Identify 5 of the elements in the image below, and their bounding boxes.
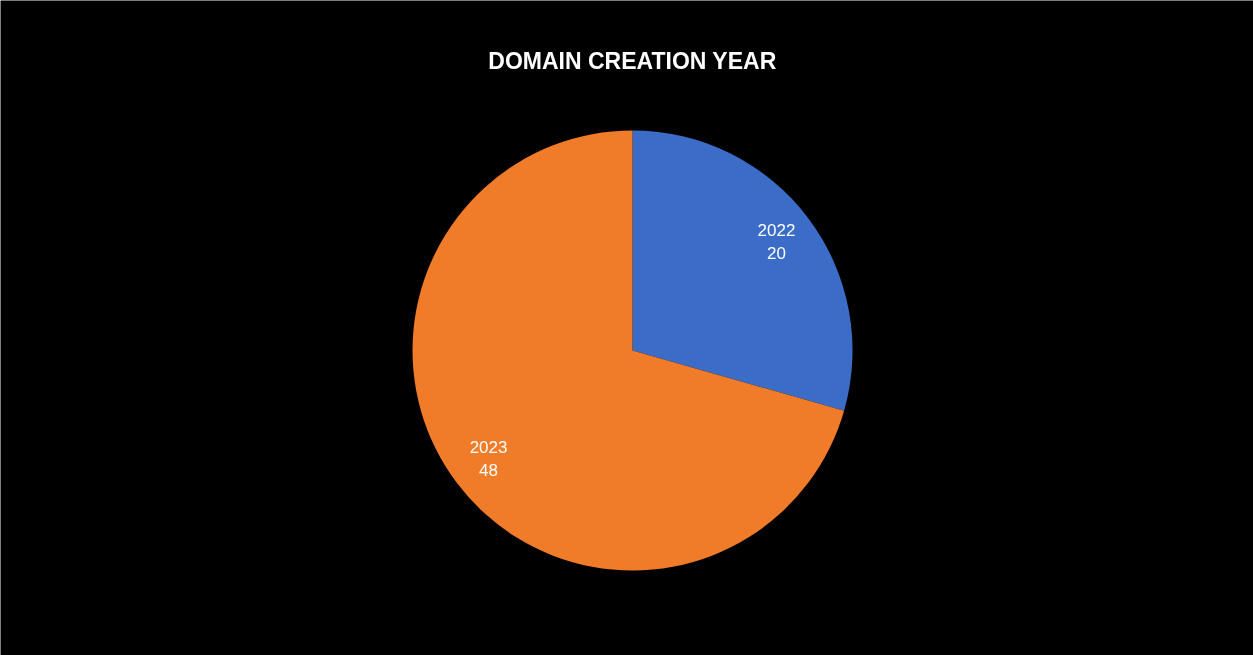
data-label: 20 xyxy=(767,243,786,263)
slice-label: 2023 xyxy=(469,438,508,458)
data-label: 48 xyxy=(479,461,498,481)
chart-title: DOMAIN CREATION YEAR xyxy=(488,47,777,74)
slice-label: 2022 xyxy=(757,220,796,240)
